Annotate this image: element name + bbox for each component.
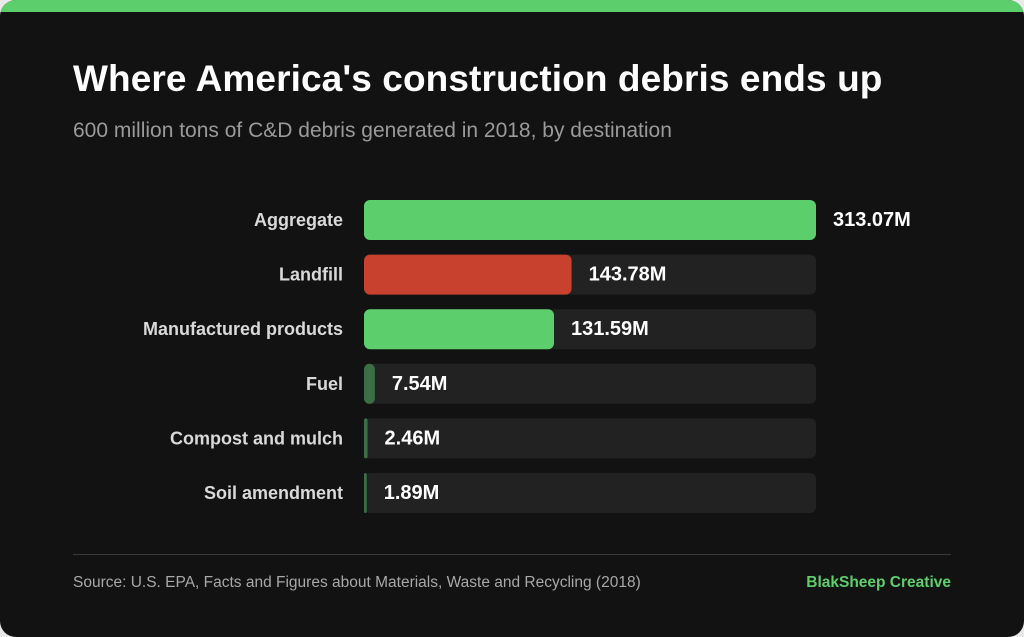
category-label: Fuel xyxy=(306,374,343,394)
bar xyxy=(364,200,816,240)
bar-track xyxy=(364,473,816,513)
chart-subtitle: 600 million tons of C&D debris generated… xyxy=(73,119,672,142)
bar xyxy=(364,363,375,404)
bar-track xyxy=(364,418,816,459)
value-label: 1.89M xyxy=(384,482,440,504)
brand-credit: BlakSheep Creative xyxy=(806,574,951,591)
bar xyxy=(364,473,367,513)
value-label: 131.59M xyxy=(571,318,649,340)
bar-row: Landfill 143.78M xyxy=(279,254,816,295)
category-label: Compost and mulch xyxy=(170,428,343,448)
bar-row: Fuel 7.54M xyxy=(306,363,816,404)
bar-chart-svg: Aggregate 313.07M Landfill 143.78M Manufactu… xyxy=(143,200,911,513)
bar-row: Compost and mulch 2.46M xyxy=(170,418,816,459)
chart-title: Where America's construction debris ends… xyxy=(73,58,883,99)
bar xyxy=(364,418,368,459)
category-label: Landfill xyxy=(279,265,343,285)
footer-divider xyxy=(73,554,951,555)
bar xyxy=(364,254,572,295)
category-label: Soil amendment xyxy=(204,483,343,503)
value-label: 7.54M xyxy=(392,373,448,395)
bar-row: Soil amendment 1.89M xyxy=(204,473,816,513)
bar-chart: Aggregate 313.07M Landfill 143.78M Manufactu… xyxy=(0,195,1024,525)
bar xyxy=(364,309,554,350)
category-label: Aggregate xyxy=(254,210,343,230)
bar-track xyxy=(364,363,816,404)
source-note: Source: U.S. EPA, Facts and Figures abou… xyxy=(73,574,641,591)
value-label: 2.46M xyxy=(385,427,441,449)
value-label: 143.78M xyxy=(589,264,667,286)
accent-strip xyxy=(0,0,1024,12)
bar-row: Manufactured products 131.59M xyxy=(143,309,816,350)
category-label: Manufactured products xyxy=(143,319,343,339)
bar-row: Aggregate 313.07M xyxy=(254,200,911,240)
value-label: 313.07M xyxy=(833,209,911,231)
